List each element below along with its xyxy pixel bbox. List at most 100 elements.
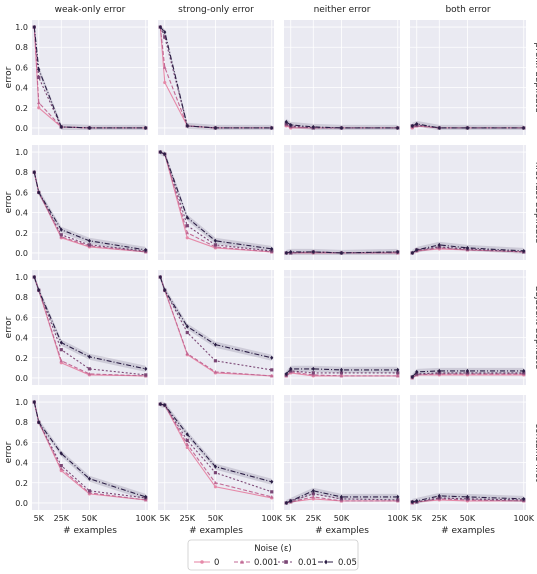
panel-background	[284, 270, 400, 385]
y-axis-label: error	[4, 316, 14, 338]
y-axis-label: error	[4, 441, 14, 463]
data-point	[59, 466, 64, 471]
y-tick-label: 0.4	[15, 459, 28, 468]
data-point	[437, 242, 441, 247]
data-point	[185, 445, 189, 450]
data-point	[284, 250, 288, 256]
data-point	[415, 247, 419, 252]
panel-background	[32, 20, 148, 135]
panel-background	[158, 395, 274, 510]
series-line	[285, 371, 398, 377]
data-point	[522, 125, 526, 131]
panel: adjacent duplicate	[410, 270, 537, 385]
panel: 5K 25K 50K 100K # examples	[158, 395, 283, 536]
data-point	[37, 288, 41, 293]
panel: 5K 25K 50K 100K # examples contains first	[410, 395, 537, 536]
legend-box	[187, 539, 359, 571]
x-tick-label: 50K	[208, 514, 224, 523]
data-point	[284, 500, 288, 506]
data-point	[410, 499, 414, 505]
legend-title: Noise (ε)	[254, 544, 292, 554]
y-tick-label: 0.2	[15, 104, 28, 113]
y-tick-label: 1.0	[15, 23, 28, 32]
y-axis-label: error	[4, 191, 14, 213]
data-point	[311, 249, 315, 255]
data-point	[144, 373, 148, 377]
data-point	[270, 368, 274, 372]
data-point	[185, 438, 189, 442]
data-point	[213, 238, 218, 243]
data-point	[396, 494, 400, 499]
data-point	[339, 367, 344, 372]
y-tick-label: 0.0	[15, 124, 28, 133]
data-point	[289, 249, 293, 255]
y-tick-label: 0.0	[15, 374, 28, 383]
series-line	[411, 370, 524, 378]
data-point	[59, 340, 63, 345]
y-tick-label: 0.6	[15, 313, 28, 322]
legend-entry-label: 0	[214, 558, 219, 568]
data-point	[59, 348, 63, 352]
data-point	[270, 490, 274, 494]
row-label: contains first	[533, 423, 537, 482]
data-point	[185, 330, 189, 335]
data-point	[465, 494, 470, 499]
data-point	[37, 75, 41, 80]
y-tick-label: 0.0	[15, 249, 28, 258]
data-point	[410, 250, 414, 256]
data-point	[437, 125, 441, 131]
x-axis-label: # examples	[189, 526, 243, 536]
data-point	[289, 366, 293, 371]
data-point	[144, 125, 148, 131]
legend-marker	[200, 560, 204, 564]
panel	[284, 145, 400, 260]
legend-entry-label: 0.001	[254, 558, 278, 568]
data-point	[522, 248, 526, 254]
panel	[284, 270, 400, 385]
y-axis-label: error	[4, 66, 14, 88]
panel: 5K 25K 50K 100K # examples	[284, 395, 409, 536]
data-point	[395, 374, 400, 378]
x-tick-label: 5K	[412, 514, 423, 523]
data-point	[284, 371, 288, 376]
y-tick-label: 0.6	[15, 63, 28, 72]
data-point	[87, 354, 92, 359]
data-point	[213, 464, 218, 469]
x-tick-label: 25K	[432, 514, 448, 523]
panel-background	[32, 270, 148, 385]
data-point	[269, 374, 274, 378]
panel-background	[284, 145, 400, 260]
column-title: strong-only error	[178, 5, 254, 15]
data-point	[410, 374, 414, 380]
panel-background	[284, 20, 400, 135]
data-point	[59, 451, 63, 456]
panel-background	[410, 145, 526, 260]
data-point	[270, 246, 274, 251]
data-point	[32, 24, 36, 30]
panel: prefix duplicate	[410, 20, 537, 135]
data-point	[213, 471, 218, 475]
x-tick-label: 25K	[180, 514, 196, 523]
series-line	[160, 403, 272, 493]
y-tick-label: 0.6	[15, 188, 28, 197]
x-tick-label: 5K	[286, 514, 297, 523]
data-point	[185, 236, 189, 240]
data-point	[311, 494, 316, 499]
data-point	[185, 224, 189, 228]
data-point	[339, 499, 344, 503]
x-tick-label: 5K	[34, 514, 45, 523]
panel-background	[410, 395, 526, 510]
data-point	[465, 368, 470, 373]
data-point	[163, 151, 167, 157]
data-point	[270, 479, 274, 484]
data-point	[437, 368, 441, 373]
y-tick-label: 1.0	[15, 273, 28, 282]
data-point	[415, 498, 419, 504]
y-tick-label: 0.2	[15, 479, 28, 488]
data-point	[185, 215, 189, 220]
data-point	[36, 100, 41, 105]
data-point	[87, 125, 92, 131]
data-point	[396, 371, 400, 375]
data-point	[465, 125, 470, 131]
data-point	[37, 420, 41, 425]
